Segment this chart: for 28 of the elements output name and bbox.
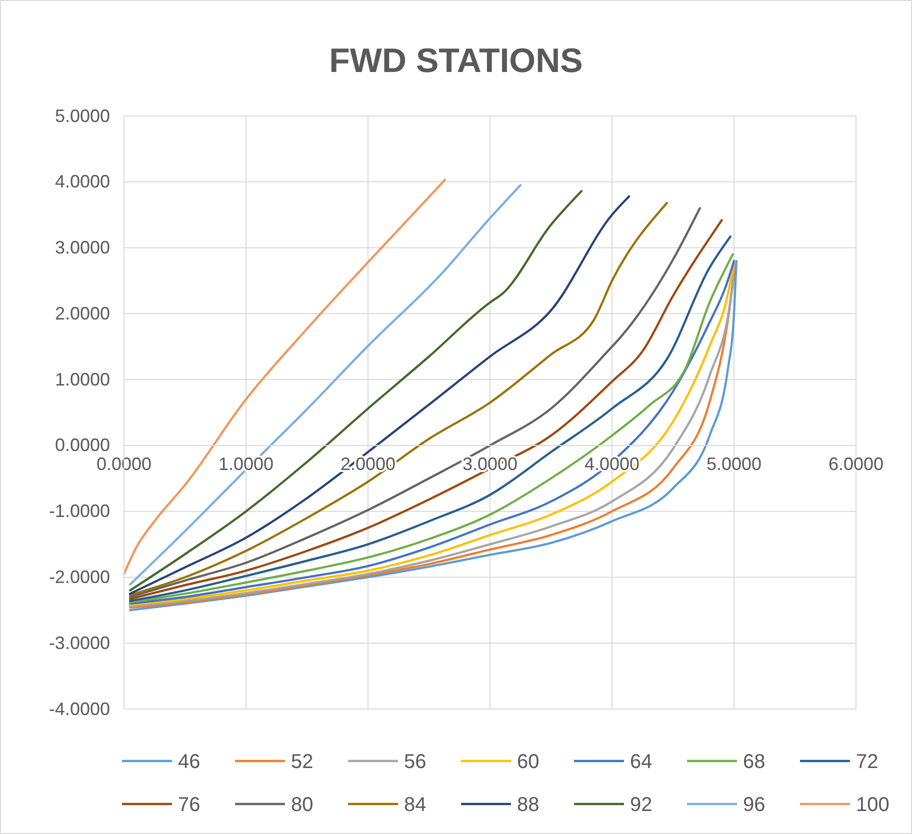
x-tick-label: 0.0000	[96, 454, 152, 474]
legend-label: 84	[404, 794, 426, 816]
legend-label: 60	[517, 751, 540, 773]
legend-label: 64	[630, 751, 652, 773]
legend-label: 88	[517, 794, 540, 816]
legend-label: 80	[291, 794, 314, 816]
y-tick-label: 3.0000	[54, 238, 110, 258]
legend-label: 72	[856, 751, 878, 773]
legend-label: 56	[404, 751, 426, 773]
legend-label: 46	[178, 751, 200, 773]
legend-label: 92	[630, 794, 652, 816]
chart-title: FWD STATIONS	[329, 42, 583, 80]
x-tick-label: 5.0000	[706, 454, 762, 474]
legend-label: 76	[178, 794, 200, 816]
y-tick-label: -1.0000	[48, 501, 110, 522]
legend-label: 96	[743, 794, 766, 816]
legend-label: 100	[856, 794, 890, 816]
y-tick-label: -4.0000	[48, 698, 110, 719]
y-tick-label: 5.0000	[54, 106, 110, 126]
y-tick-label: -3.0000	[48, 632, 110, 653]
y-tick-label: -2.0000	[48, 566, 110, 587]
y-tick-label: 1.0000	[54, 369, 110, 390]
y-tick-label: 4.0000	[54, 172, 110, 192]
legend-label: 52	[291, 751, 314, 773]
legend-label: 68	[743, 751, 766, 773]
y-tick-label: 0.0000	[54, 435, 110, 456]
x-tick-label: 6.0000	[828, 454, 884, 474]
y-tick-label: 2.0000	[54, 303, 110, 324]
